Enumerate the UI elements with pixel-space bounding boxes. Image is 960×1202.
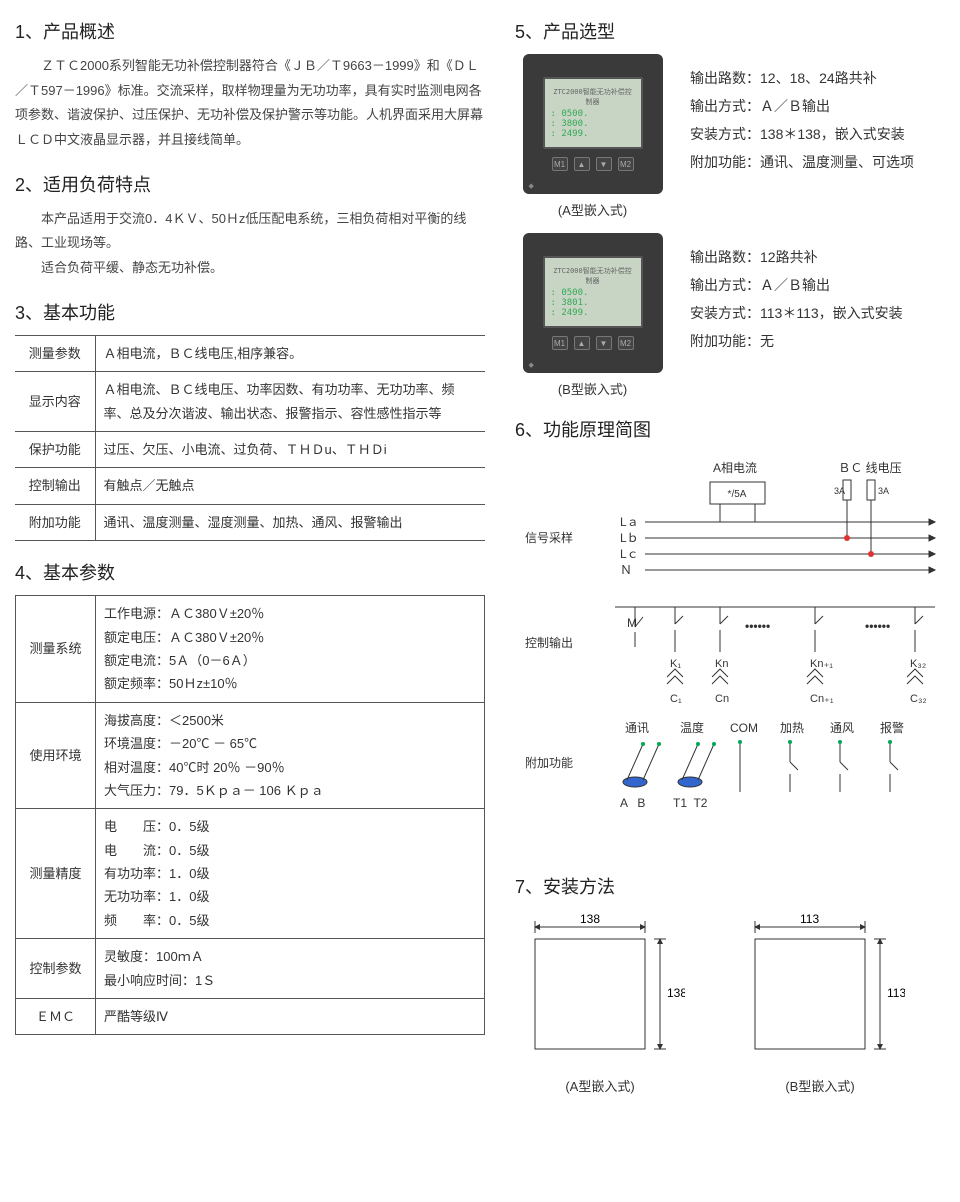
heading-6: 6、功能原理简图 [515, 416, 945, 442]
section-params: 4、基本参数 测量系统工作电源：ＡＣ380Ｖ±20％额定电压：ＡＣ380Ｖ±20… [15, 559, 485, 1035]
device-image: ZTC2000智能无功补偿控制器: 0500.: 3800.: 2499.M1▲… [523, 54, 663, 194]
device-image: ZTC2000智能无功补偿控制器: 0500.: 3801.: 2499.M1▲… [523, 233, 663, 373]
svg-text:Cn₊₁: Cn₊₁ [810, 693, 834, 705]
dimension-diagram: 113 113 (B型嵌入式) [735, 909, 905, 1095]
svg-text:K₁: K₁ [670, 658, 681, 670]
svg-text:加热: 加热 [780, 721, 804, 735]
svg-text:Lｃ: Lｃ [620, 547, 639, 561]
svg-text:Ｎ: Ｎ [620, 563, 632, 577]
model-specs: 输出路数：12路共补输出方式：Ａ／Ｂ输出安装方式：113＊113，嵌入式安装附加… [690, 233, 903, 355]
spec-value: 海拔高度：＜2500米环境温度：－20℃ － 65℃相对温度：40℃时 20％ … [96, 702, 485, 809]
heading-5: 5、产品选型 [515, 18, 945, 44]
model-row: ZTC2000智能无功补偿控制器: 0500.: 3801.: 2499.M1▲… [515, 233, 945, 398]
spec-label: 使用环境 [16, 702, 96, 809]
svg-text:A B: A B [620, 796, 645, 810]
svg-text:T1 T2: T1 T2 [673, 796, 708, 810]
svg-text:3A: 3A [878, 486, 889, 496]
spec-value: 通讯、温度测量、湿度测量、加热、通风、报警输出 [95, 504, 485, 540]
svg-text:138: 138 [580, 912, 600, 926]
svg-text:3A: 3A [834, 486, 845, 496]
svg-text:COM: COM [730, 721, 758, 735]
section-load: 2、适用负荷特点 本产品适用于交流0．4ＫＶ、50Ｈz低压配电系统，三相负荷相对… [15, 171, 485, 281]
svg-text:Lｂ: Lｂ [620, 531, 639, 545]
model-specs: 输出路数：12、18、24路共补输出方式：Ａ／Ｂ输出安装方式：138＊138，嵌… [690, 54, 914, 176]
spec-value: 严酷等级Ⅳ [96, 999, 485, 1035]
section-diagram: 6、功能原理简图 A相电流 ＢＣ 线电压 */5A 3A 3A [515, 416, 945, 855]
model-row: ZTC2000智能无功补偿控制器: 0500.: 3800.: 2499.M1▲… [515, 54, 945, 219]
functions-table: 测量参数Ａ相电流，ＢＣ线电压,相序兼容。显示内容Ａ相电流、ＢＣ线电压、功率因数、… [15, 335, 485, 541]
heading-2: 2、适用负荷特点 [15, 171, 485, 197]
spec-value: 灵敏度：100ｍＡ最小响应时间：1Ｓ [96, 939, 485, 999]
spec-value: 有触点／无触点 [95, 468, 485, 504]
svg-text:控制输出: 控制输出 [525, 635, 573, 650]
svg-text:*/5A: */5A [728, 489, 747, 500]
svg-text:温度: 温度 [680, 720, 704, 735]
section-overview: 1、产品概述 ＺＴＣ2000系列智能无功补偿控制器符合《ＪＢ／Ｔ9663－199… [15, 18, 485, 153]
load-p2: 适合负荷平缓、静态无功补偿。 [15, 256, 485, 281]
section-functions: 3、基本功能 测量参数Ａ相电流，ＢＣ线电压,相序兼容。显示内容Ａ相电流、ＢＣ线电… [15, 299, 485, 541]
svg-text:通风: 通风 [830, 721, 854, 735]
svg-text:Kn₊₁: Kn₊₁ [810, 658, 833, 670]
spec-value: Ａ相电流，ＢＣ线电压,相序兼容。 [95, 335, 485, 371]
heading-7: 7、安装方法 [515, 873, 945, 899]
svg-text:信号采样: 信号采样 [525, 530, 573, 545]
params-table: 测量系统工作电源：ＡＣ380Ｖ±20％额定电压：ＡＣ380Ｖ±20％额定电流：5… [15, 595, 485, 1035]
spec-label: 测量精度 [16, 809, 96, 939]
spec-label: 控制参数 [16, 939, 96, 999]
svg-text:113: 113 [800, 912, 819, 926]
spec-value: 过压、欠压、小电流、过负荷、ＴＨＤu、ＴＨＤi [95, 431, 485, 467]
svg-text:M: M [627, 616, 637, 630]
spec-label: 显示内容 [15, 372, 95, 432]
svg-text:附加功能: 附加功能 [525, 756, 573, 770]
svg-text:通讯: 通讯 [625, 721, 649, 735]
svg-text:••••••: •••••• [745, 619, 770, 633]
overview-text: ＺＴＣ2000系列智能无功补偿控制器符合《ＪＢ／Ｔ9663－1999》和《ＤＬ／… [15, 54, 485, 153]
heading-3: 3、基本功能 [15, 299, 485, 325]
svg-text:报警: 报警 [880, 720, 904, 735]
load-p1: 本产品适用于交流0．4ＫＶ、50Ｈz低压配电系统，三相负荷相对平衡的线路、工业现… [15, 207, 485, 256]
svg-text:ＢＣ 线电压: ＢＣ 线电压 [838, 461, 901, 475]
svg-text:138: 138 [667, 986, 685, 1000]
spec-label: 测量系统 [16, 596, 96, 703]
spec-label: 保护功能 [15, 431, 95, 467]
svg-text:Kn: Kn [715, 658, 728, 670]
spec-value: Ａ相电流、ＢＣ线电压、功率因数、有功功率、无功功率、频率、总及分次谐波、输出状态… [95, 372, 485, 432]
principle-diagram: A相电流 ＢＣ 线电压 */5A 3A 3A Lａ [515, 452, 945, 852]
svg-text:C₁: C₁ [670, 693, 682, 705]
spec-value: 电 压：0．5级电 流：0．5级有功功率：1．0级无功功率：1．0级频 率：0．… [96, 809, 485, 939]
spec-label: 控制输出 [15, 468, 95, 504]
model-caption: (A型嵌入式) [515, 200, 670, 219]
spec-label: 测量参数 [15, 335, 95, 371]
svg-text:K₃₂: K₃₂ [910, 658, 926, 670]
svg-text:Lａ: Lａ [620, 515, 639, 529]
heading-4: 4、基本参数 [15, 559, 485, 585]
heading-1: 1、产品概述 [15, 18, 485, 44]
svg-text:Cn: Cn [715, 693, 729, 705]
dimension-diagram: 138 138 (A型嵌入式) [515, 909, 685, 1095]
svg-text:••••••: •••••• [865, 619, 890, 633]
model-caption: (B型嵌入式) [515, 379, 670, 398]
spec-value: 工作电源：ＡＣ380Ｖ±20％额定电压：ＡＣ380Ｖ±20％额定电流：5Ａ（0－… [96, 596, 485, 703]
svg-text:113: 113 [887, 986, 905, 1000]
spec-label: ＥＭＣ [16, 999, 96, 1035]
svg-text:C₃₂: C₃₂ [910, 693, 927, 705]
section-selection: 5、产品选型 ZTC2000智能无功补偿控制器: 0500.: 3800.: 2… [515, 18, 945, 398]
section-install: 7、安装方法 138 138 (A型嵌入式) 113 113 (B型嵌入式) [515, 873, 945, 1095]
spec-label: 附加功能 [15, 504, 95, 540]
svg-text:A相电流: A相电流 [713, 461, 757, 475]
